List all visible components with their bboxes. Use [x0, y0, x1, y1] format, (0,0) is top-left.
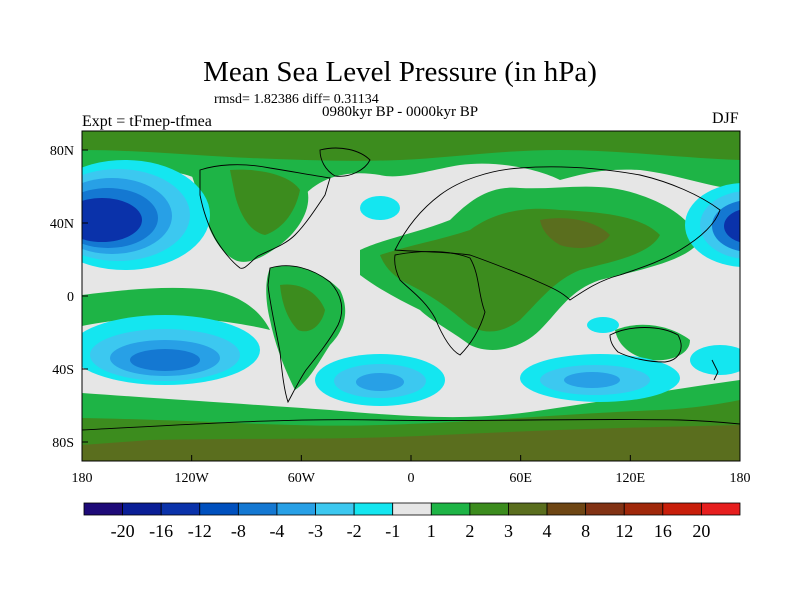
field-natl-low — [360, 196, 400, 220]
colorbar-label: -20 — [111, 521, 135, 541]
season-label: DJF — [712, 110, 739, 127]
coast-antarctica — [81, 418, 741, 431]
colorbar-label: 12 — [615, 521, 633, 541]
field-antarctic-dark — [82, 425, 740, 461]
x-axis: 180 120W 60W 0 60E 120E 180 — [72, 455, 751, 486]
colorbar-label: -1 — [385, 521, 400, 541]
field-satl-l3 — [356, 373, 404, 391]
page-title: Mean Sea Level Pressure (in hPa) — [203, 56, 597, 88]
colorbar: -20 -16 -12 -8 -4 -3 -2 -1 1 2 3 4 8 12 16 20 — [83, 502, 741, 541]
colorbar-swatch — [392, 502, 432, 516]
field-sind-l3 — [564, 372, 620, 388]
colorbar-label: 20 — [692, 521, 710, 541]
field-north-america-brown — [230, 169, 300, 235]
x-tick-label: 60E — [509, 471, 532, 486]
colorbar-label: 16 — [654, 521, 672, 541]
field-arctic-brown — [82, 131, 740, 161]
colorbar-label: 8 — [581, 521, 590, 541]
x-tick-label: 0 — [408, 471, 415, 486]
coastlines — [81, 147, 741, 431]
field-australia-green — [615, 324, 690, 361]
coast-australia — [609, 327, 682, 363]
colorbar-label: -3 — [308, 521, 323, 541]
colorbar-swatch — [701, 502, 741, 516]
y-tick-label: 40S — [52, 363, 74, 378]
colorbar-swatch — [546, 502, 587, 516]
field-nwpac-l3 — [712, 200, 740, 252]
colorbar-label: -8 — [231, 521, 246, 541]
colorbar-label: -16 — [149, 521, 173, 541]
coast-eurasia — [394, 166, 721, 301]
colorbar-label: -12 — [188, 521, 212, 541]
map-field — [82, 131, 740, 461]
colorbar-swatch — [237, 502, 278, 516]
colorbar-swatch — [623, 502, 664, 516]
colorbar-swatch — [315, 502, 355, 516]
colorbar-label: -2 — [347, 521, 362, 541]
field-nwpac-l4 — [724, 209, 740, 243]
colorbar-swatch — [122, 502, 162, 516]
colorbar-swatch — [160, 502, 201, 516]
coast-south-america — [267, 265, 343, 404]
y-axis: 80N 40N 0 40S 80S — [50, 144, 88, 451]
coast-africa — [394, 251, 486, 356]
colorbar-swatch — [353, 502, 394, 516]
colorbar-swatch — [430, 502, 471, 516]
y-tick-label: 40N — [50, 217, 74, 232]
rmsd-diff-stats: rmsd= 1.82386 diff= 0.31134 — [214, 92, 379, 107]
colorbar-swatch — [199, 502, 239, 516]
y-tick-label: 0 — [67, 290, 74, 305]
x-tick-label: 180 — [72, 471, 93, 486]
colorbar-swatch — [469, 502, 509, 516]
colorbar-label: 4 — [543, 521, 552, 541]
x-tick-label: 60W — [288, 471, 316, 486]
experiment-label: Expt = tFmep-tfmea — [82, 113, 212, 130]
x-tick-label: 120W — [175, 471, 210, 486]
y-tick-label: 80S — [52, 436, 74, 451]
field-spac-l4 — [130, 349, 200, 371]
y-tick-label: 80N — [50, 144, 74, 159]
colorbar-label: -4 — [269, 521, 284, 541]
coast-greenland — [319, 147, 371, 177]
coast-nz — [711, 359, 719, 381]
colorbar-label: 1 — [427, 521, 436, 541]
field-indonesia-low — [587, 317, 619, 333]
field-himalaya-dark — [540, 218, 610, 248]
colorbar-swatch — [585, 502, 625, 516]
x-tick-label: 120E — [616, 471, 646, 486]
colorbar-swatch — [276, 502, 316, 516]
field-south-america-brown — [280, 284, 325, 332]
x-tick-label: 180 — [730, 471, 751, 486]
field-swpac-low — [690, 345, 740, 375]
period-subtitle: 0980kyr BP - 0000kyr BP — [321, 104, 479, 120]
colorbar-swatch — [83, 502, 123, 516]
field-npac-l5 — [82, 198, 142, 242]
coast-north-america — [199, 164, 331, 269]
colorbar-swatch — [662, 502, 702, 516]
colorbar-label: 2 — [465, 521, 474, 541]
colorbar-label: 3 — [504, 521, 513, 541]
colorbar-swatch — [508, 502, 548, 516]
